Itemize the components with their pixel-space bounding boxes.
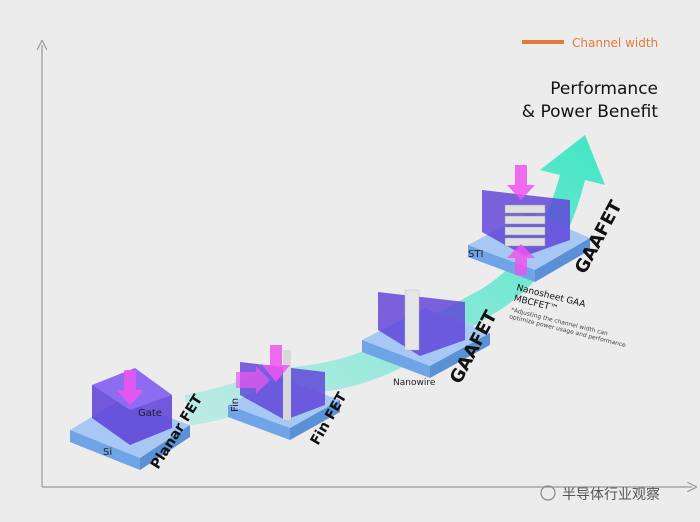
si-label: Si [103,447,112,458]
legend-label: Channel width [572,36,658,50]
nanowire-label: Nanowire [393,378,436,388]
gate-label: Gate [138,408,162,419]
finfet-block: Fin [228,345,340,440]
title-line1: Performance [550,79,658,99]
fin-label: Fin [230,398,241,412]
title-line2: & Power Benefit [522,102,659,122]
planar-fet-block: Gate Si [70,368,190,470]
force-arrow-icon [236,366,270,394]
mbcfet-block: STI [468,165,590,282]
performance-arrow [185,135,605,425]
force-arrow-icon [116,370,144,405]
wechat-icon [540,485,556,501]
gaafet-nanowire-block: Nanowire [362,289,490,388]
mbcfet-note2: optimize power usage and performance [509,313,627,349]
sti-label: STI [468,249,483,260]
mbcfet-caption: Nanosheet GAA MBCFET™ *Adjusting the cha… [509,283,627,349]
force-arrow-icon [262,345,290,382]
force-arrow-icon [507,165,535,200]
force-arrow-icon [507,244,535,275]
watermark: 半导体行业观察 [562,486,660,503]
